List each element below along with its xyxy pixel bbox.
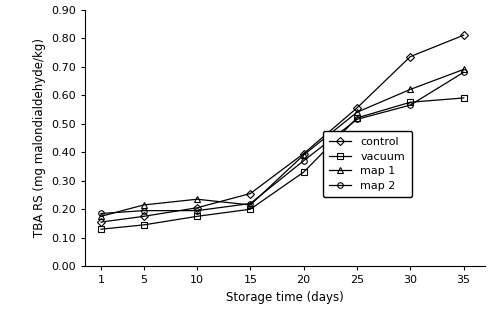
vacuum [354,116,360,120]
control [140,214,146,218]
map 1 [354,110,360,114]
map 2 [354,117,360,121]
map 2 [194,209,200,212]
control [460,33,466,37]
map 2 [140,209,146,212]
map 1 [408,87,414,91]
Line: map 2: map 2 [98,69,467,216]
vacuum [140,223,146,227]
vacuum [300,170,306,174]
vacuum [98,227,104,231]
map 1 [194,197,200,201]
control [408,55,414,58]
control [248,191,254,195]
Y-axis label: TBA RS (mg malondialdehyde/kg): TBA RS (mg malondialdehyde/kg) [32,38,46,237]
control [300,152,306,155]
map 2 [98,212,104,216]
map 2 [408,103,414,107]
map 1 [98,214,104,218]
map 2 [300,159,306,163]
map 1 [248,203,254,207]
map 1 [300,153,306,157]
control [354,106,360,110]
Line: control: control [98,32,467,225]
vacuum [194,214,200,218]
map 1 [140,203,146,207]
vacuum [460,96,466,100]
map 1 [460,68,466,71]
Line: map 1: map 1 [98,67,467,219]
vacuum [248,207,254,211]
control [194,206,200,210]
Line: vacuum: vacuum [98,95,467,232]
X-axis label: Storage time (days): Storage time (days) [226,291,344,304]
control [98,220,104,224]
map 2 [460,70,466,74]
map 2 [248,202,254,205]
vacuum [408,100,414,104]
Legend: control, vacuum, map 1, map 2: control, vacuum, map 1, map 2 [322,131,412,197]
